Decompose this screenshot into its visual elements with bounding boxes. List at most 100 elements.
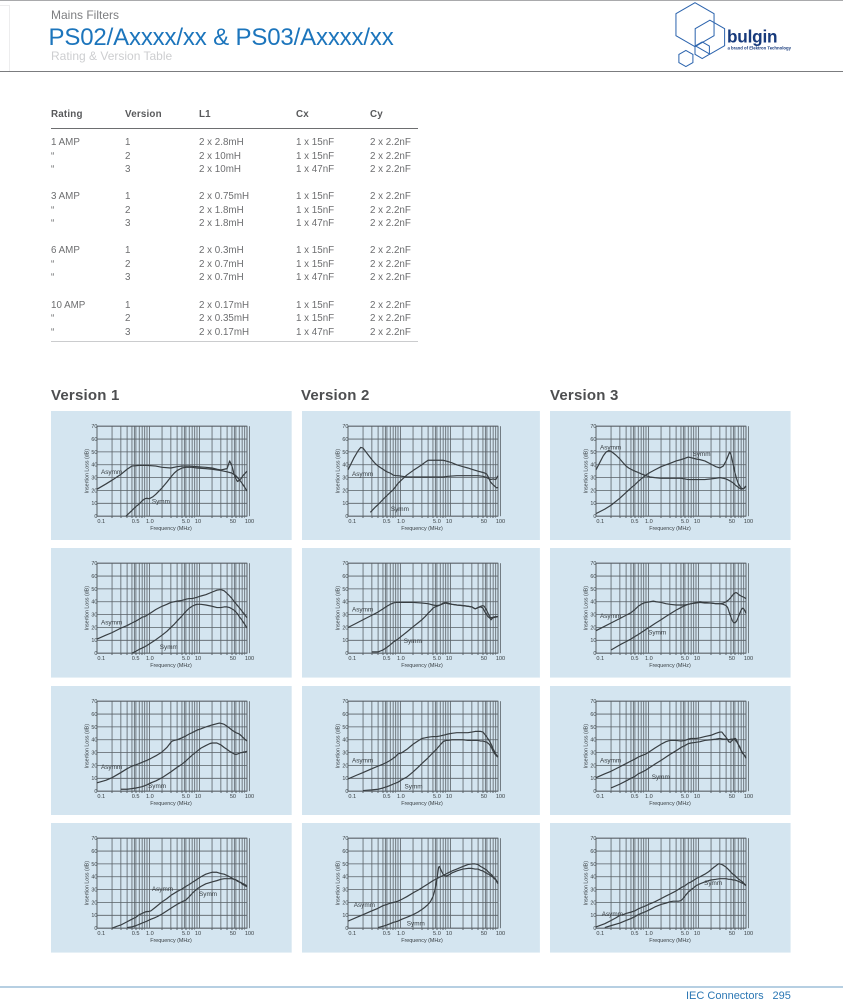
- svg-text:40: 40: [591, 462, 597, 468]
- svg-text:100: 100: [245, 656, 254, 662]
- svg-text:Symm: Symm: [652, 774, 670, 781]
- svg-text:0: 0: [94, 926, 97, 932]
- svg-text:70: 70: [342, 699, 348, 705]
- svg-text:70: 70: [342, 424, 348, 430]
- svg-text:20: 20: [342, 763, 348, 769]
- svg-text:5.0: 5.0: [433, 794, 441, 800]
- svg-text:0.5: 0.5: [631, 931, 639, 937]
- svg-text:Frequency (MHz): Frequency (MHz): [401, 526, 443, 532]
- svg-text:Frequency (MHz): Frequency (MHz): [401, 663, 443, 669]
- svg-text:0: 0: [594, 926, 597, 932]
- svg-text:0: 0: [94, 514, 97, 520]
- svg-text:50: 50: [591, 725, 597, 731]
- svg-text:50: 50: [591, 450, 597, 456]
- svg-text:20: 20: [342, 626, 348, 632]
- svg-text:10: 10: [694, 519, 700, 525]
- svg-text:20: 20: [91, 901, 97, 907]
- svg-text:Symm: Symm: [704, 880, 722, 887]
- svg-text:0.1: 0.1: [348, 931, 356, 937]
- svg-text:0.1: 0.1: [97, 794, 105, 800]
- svg-text:30: 30: [342, 750, 348, 756]
- svg-text:100: 100: [496, 656, 505, 662]
- svg-text:40: 40: [91, 875, 97, 881]
- svg-text:60: 60: [342, 437, 348, 443]
- svg-text:50: 50: [230, 931, 236, 937]
- svg-text:0.5: 0.5: [132, 931, 140, 937]
- svg-text:70: 70: [591, 699, 597, 705]
- svg-text:Asymm: Asymm: [600, 613, 621, 620]
- svg-text:10: 10: [694, 931, 700, 937]
- svg-text:50: 50: [342, 725, 348, 731]
- svg-text:Asymm: Asymm: [602, 911, 623, 918]
- svg-text:70: 70: [91, 836, 97, 842]
- svg-text:50: 50: [91, 862, 97, 868]
- svg-text:Frequency (MHz): Frequency (MHz): [150, 801, 192, 807]
- svg-text:60: 60: [91, 849, 97, 855]
- svg-text:0.1: 0.1: [97, 656, 105, 662]
- svg-text:40: 40: [342, 462, 348, 468]
- svg-text:100: 100: [496, 519, 505, 525]
- svg-text:10: 10: [342, 639, 348, 645]
- svg-text:60: 60: [591, 849, 597, 855]
- svg-text:10: 10: [195, 656, 201, 662]
- svg-text:70: 70: [591, 424, 597, 430]
- svg-text:30: 30: [591, 750, 597, 756]
- svg-text:30: 30: [91, 613, 97, 619]
- svg-text:Frequency (MHz): Frequency (MHz): [650, 801, 692, 807]
- svg-text:1.0: 1.0: [645, 931, 653, 937]
- svg-text:10: 10: [591, 639, 597, 645]
- svg-text:Insertion Loss (dB): Insertion Loss (dB): [84, 449, 90, 494]
- svg-text:Insertion Loss (dB): Insertion Loss (dB): [584, 449, 590, 494]
- svg-text:Frequency (MHz): Frequency (MHz): [401, 938, 443, 944]
- svg-text:100: 100: [496, 931, 505, 937]
- svg-text:0.1: 0.1: [348, 656, 356, 662]
- svg-text:5.0: 5.0: [433, 656, 441, 662]
- svg-text:5.0: 5.0: [681, 794, 689, 800]
- svg-text:10: 10: [195, 519, 201, 525]
- svg-text:5.0: 5.0: [182, 794, 190, 800]
- svg-text:Insertion Loss (dB): Insertion Loss (dB): [584, 861, 590, 906]
- svg-text:30: 30: [591, 888, 597, 894]
- svg-text:0.5: 0.5: [132, 656, 140, 662]
- svg-text:bulgin: bulgin: [727, 27, 777, 47]
- svg-text:60: 60: [591, 712, 597, 718]
- svg-text:50: 50: [729, 519, 735, 525]
- svg-text:0: 0: [594, 514, 597, 520]
- svg-text:10: 10: [195, 931, 201, 937]
- svg-text:30: 30: [91, 475, 97, 481]
- svg-text:Symm: Symm: [148, 783, 166, 790]
- svg-text:Asymm: Asymm: [101, 469, 122, 476]
- svg-text:50: 50: [729, 931, 735, 937]
- svg-text:Frequency (MHz): Frequency (MHz): [150, 663, 192, 669]
- svg-text:30: 30: [591, 613, 597, 619]
- svg-text:10: 10: [694, 656, 700, 662]
- svg-text:10: 10: [342, 501, 348, 507]
- svg-text:Asymm: Asymm: [352, 471, 373, 478]
- svg-text:50: 50: [230, 656, 236, 662]
- svg-text:Asymm: Asymm: [600, 444, 621, 451]
- svg-text:5.0: 5.0: [433, 931, 441, 937]
- svg-text:5.0: 5.0: [433, 519, 441, 525]
- svg-text:70: 70: [591, 836, 597, 842]
- svg-text:Insertion Loss (dB): Insertion Loss (dB): [84, 586, 90, 631]
- svg-text:0.5: 0.5: [631, 794, 639, 800]
- svg-text:40: 40: [91, 600, 97, 606]
- svg-text:1.0: 1.0: [146, 794, 154, 800]
- svg-text:30: 30: [591, 475, 597, 481]
- svg-text:50: 50: [591, 587, 597, 593]
- svg-text:Frequency (MHz): Frequency (MHz): [401, 801, 443, 807]
- svg-text:50: 50: [481, 794, 487, 800]
- svg-text:70: 70: [91, 424, 97, 430]
- svg-text:50: 50: [342, 450, 348, 456]
- svg-text:0.5: 0.5: [383, 656, 391, 662]
- svg-text:60: 60: [342, 712, 348, 718]
- svg-text:10: 10: [91, 776, 97, 782]
- svg-text:10: 10: [195, 794, 201, 800]
- svg-text:1.0: 1.0: [645, 794, 653, 800]
- svg-text:0: 0: [345, 651, 348, 657]
- svg-text:Frequency (MHz): Frequency (MHz): [650, 526, 692, 532]
- svg-text:0: 0: [94, 651, 97, 657]
- svg-text:50: 50: [230, 519, 236, 525]
- svg-text:20: 20: [591, 763, 597, 769]
- svg-text:60: 60: [342, 574, 348, 580]
